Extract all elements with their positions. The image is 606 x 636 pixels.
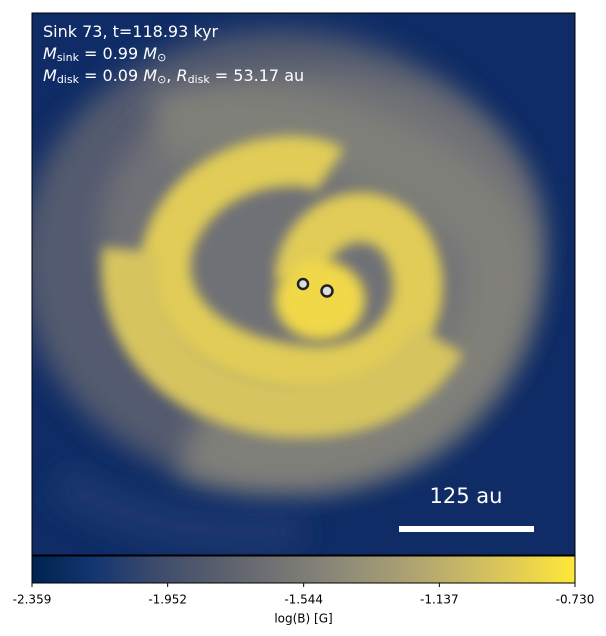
sink-particle [296, 277, 310, 291]
annotation: Msink = 0.99 M⊙ [43, 44, 166, 65]
annotation: Mdisk = 0.09 M⊙, Rdisk = 53.17 au [43, 66, 304, 87]
annotation-part: M [143, 66, 157, 85]
colorbar-tick-label: -1.137 [420, 593, 459, 607]
annotation-part: R [176, 66, 187, 85]
subscript: disk [188, 73, 211, 86]
field-image [32, 13, 575, 555]
colorbar [31, 555, 576, 584]
annotation-part: M [43, 66, 57, 85]
annotation-part: M [43, 44, 57, 63]
colorbar-tick-label: -2.359 [13, 593, 52, 607]
scale-bar-label: 125 au [430, 484, 503, 508]
annotation-part: = 0.99 [79, 44, 143, 63]
subscript: sink [57, 51, 80, 64]
annotation-part: = 0.09 [79, 66, 143, 85]
sink-particle [320, 284, 334, 298]
annotation-part: Sink 73, t=118.93 kyr [43, 22, 219, 41]
annotation-part: M [143, 44, 157, 63]
annotation: Sink 73, t=118.93 kyr [43, 22, 219, 41]
annotation-part: = 53.17 au [210, 66, 304, 85]
colorbar-label: log(B) [G] [274, 612, 332, 626]
subscript: disk [57, 73, 80, 86]
annotation-part: ⊙ [157, 51, 166, 64]
plot-frame [31, 12, 576, 556]
colorbar-tick-label: -1.544 [284, 593, 323, 607]
annotation-part: , [166, 66, 176, 85]
colorbar-tick-label: -1.952 [148, 593, 187, 607]
colorbar-tick-label: -0.730 [556, 593, 595, 607]
annotation-part: ⊙ [157, 73, 166, 86]
